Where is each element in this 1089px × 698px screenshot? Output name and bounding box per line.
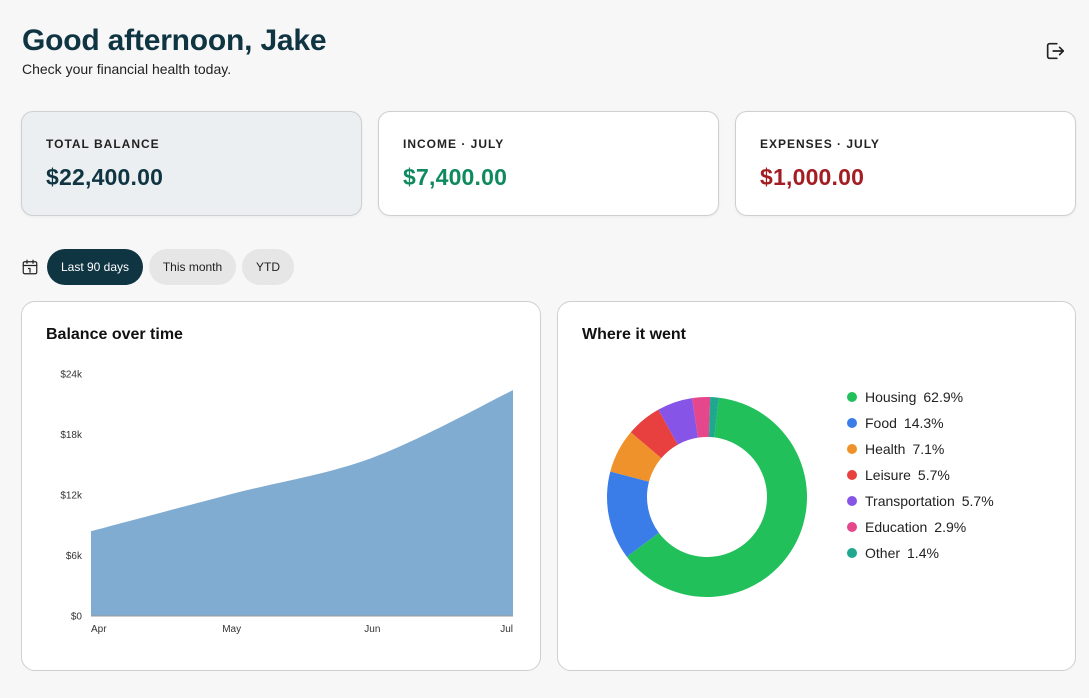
total-balance-card: TOTAL BALANCE $22,400.00 bbox=[21, 111, 362, 216]
legend-swatch bbox=[847, 444, 857, 454]
donut-slice-other bbox=[708, 397, 719, 438]
card-title: Where it went bbox=[582, 326, 687, 343]
donut-slice-leisure bbox=[630, 409, 678, 459]
legend-label: Food bbox=[865, 415, 897, 431]
filter-this-month[interactable]: This month bbox=[149, 249, 236, 285]
legend-percentage: 14.3% bbox=[903, 415, 944, 431]
legend-item-other: Other 1.4% bbox=[847, 540, 994, 566]
donut-slice-food bbox=[607, 471, 659, 557]
calendar-icon bbox=[21, 258, 39, 276]
x-tick-label: Jul bbox=[500, 624, 513, 635]
legend-label: Housing bbox=[865, 389, 917, 405]
legend-percentage: 1.4% bbox=[907, 545, 939, 561]
income-card: INCOME · JULY $7,400.00 bbox=[378, 111, 719, 216]
legend-label: Health bbox=[865, 441, 906, 457]
page-header: Good afternoon, Jake Check your financia… bbox=[22, 24, 327, 77]
stat-label: EXPENSES · JULY bbox=[760, 137, 880, 151]
stat-value: $7,400.00 bbox=[403, 164, 508, 190]
stat-label: INCOME · JULY bbox=[403, 137, 505, 151]
legend-swatch bbox=[847, 548, 857, 558]
legend-swatch bbox=[847, 470, 857, 480]
logout-button[interactable] bbox=[1044, 40, 1066, 62]
donut-slice-transportation bbox=[658, 398, 699, 445]
expenses-card: EXPENSES · JULY $1,000.00 bbox=[735, 111, 1076, 216]
stat-value: $1,000.00 bbox=[760, 164, 865, 190]
donut-slice-health bbox=[610, 432, 662, 482]
y-tick-label: $0 bbox=[71, 612, 83, 623]
balance-area-series bbox=[91, 390, 513, 616]
x-tick-label: Apr bbox=[91, 624, 107, 635]
spending-chart-card: Where it went Housing 62.9% Food 14.3% Healt… bbox=[557, 301, 1076, 671]
legend-label: Education bbox=[865, 519, 928, 535]
logout-icon bbox=[1046, 42, 1065, 60]
legend-item-education: Education 2.9% bbox=[847, 514, 994, 540]
legend-item-transportation: Transportation 5.7% bbox=[847, 488, 994, 514]
legend-swatch bbox=[847, 522, 857, 532]
legend-item-health: Health 7.1% bbox=[847, 436, 994, 462]
legend-percentage: 5.7% bbox=[917, 467, 950, 483]
spending-donut-chart bbox=[607, 397, 807, 597]
stat-value: $22,400.00 bbox=[46, 164, 164, 190]
y-tick-label: $12k bbox=[60, 491, 83, 502]
legend-percentage: 7.1% bbox=[912, 441, 945, 457]
greeting-subtitle: Check your financial health today. bbox=[22, 61, 232, 77]
legend-swatch bbox=[847, 418, 857, 428]
legend-percentage: 62.9% bbox=[923, 389, 964, 405]
y-tick-label: $18k bbox=[60, 430, 83, 441]
legend-item-food: Food 14.3% bbox=[847, 410, 994, 436]
card-title: Balance over time bbox=[46, 326, 183, 343]
y-tick-label: $24k bbox=[60, 370, 83, 381]
legend-label: Leisure bbox=[865, 467, 911, 483]
filter-ytd[interactable]: YTD bbox=[242, 249, 294, 285]
legend-item-leisure: Leisure 5.7% bbox=[847, 462, 994, 488]
y-tick-label: $6k bbox=[66, 551, 83, 562]
donut-legend: Housing 62.9% Food 14.3% Health 7.1% Leisure 5.… bbox=[847, 384, 994, 566]
donut-slice-housing bbox=[626, 397, 807, 597]
legend-percentage: 2.9% bbox=[934, 519, 967, 535]
legend-swatch bbox=[847, 392, 857, 402]
stat-label: TOTAL BALANCE bbox=[46, 137, 160, 151]
donut-slice-education bbox=[692, 397, 711, 438]
legend-item-housing: Housing 62.9% bbox=[847, 384, 994, 410]
legend-percentage: 5.7% bbox=[961, 493, 994, 509]
x-tick-label: Jun bbox=[364, 624, 380, 635]
x-tick-label: May bbox=[222, 624, 241, 635]
filter-last-90-days[interactable]: Last 90 days bbox=[47, 249, 143, 285]
legend-label: Other bbox=[865, 545, 901, 561]
balance-chart-card: Balance over time $0 $6k $12k $18k $24k Apr Ma… bbox=[21, 301, 541, 671]
legend-label: Transportation bbox=[865, 493, 955, 509]
legend-swatch bbox=[847, 496, 857, 506]
greeting-title: Good afternoon, Jake bbox=[22, 24, 327, 57]
balance-area-chart: $0 $6k $12k $18k $24k Apr May Jun Jul bbox=[60, 370, 513, 635]
